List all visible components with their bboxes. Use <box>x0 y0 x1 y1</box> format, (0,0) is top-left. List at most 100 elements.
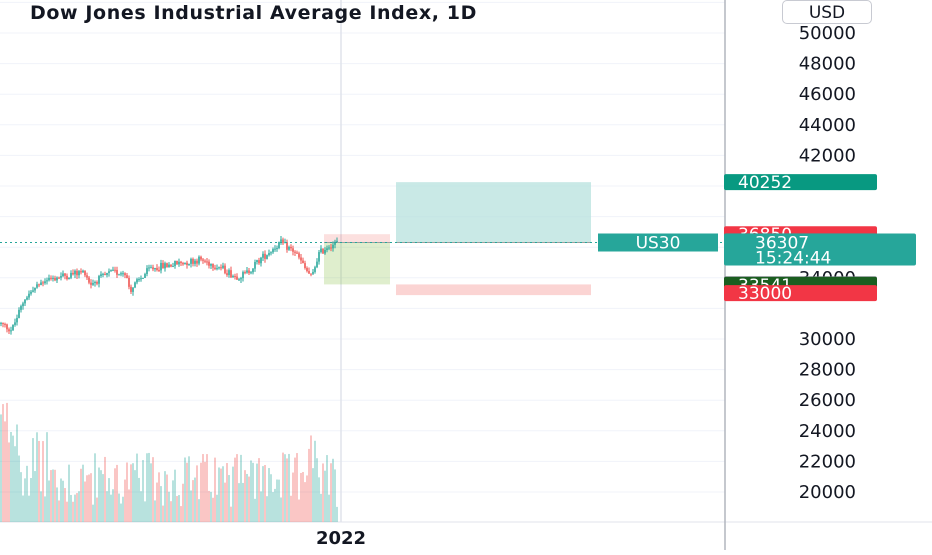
volume-bar <box>152 457 154 522</box>
volume-bar <box>322 463 324 522</box>
candle-body <box>66 275 68 280</box>
candle-body <box>198 256 200 264</box>
time-label-2022: 2022 <box>316 528 366 549</box>
volume-bar <box>132 463 134 522</box>
candle-body <box>212 263 214 268</box>
volume-bar <box>38 440 40 522</box>
candle-body <box>326 248 328 250</box>
volume-bar <box>82 464 84 522</box>
candle-body <box>164 263 166 269</box>
candle-body <box>82 270 84 273</box>
candle-body <box>248 270 250 274</box>
price-tick-label: 20000 <box>799 482 856 503</box>
candle-body <box>208 261 210 266</box>
candle-body <box>16 317 18 323</box>
volume-bar <box>86 475 88 522</box>
volume-bar <box>314 440 316 522</box>
candle-body <box>202 259 204 261</box>
candle-body <box>196 260 198 264</box>
candle-body <box>298 253 300 258</box>
volume-bar <box>68 464 70 522</box>
volume-bar <box>206 454 208 522</box>
volume-bar <box>6 402 8 522</box>
candle-body <box>232 275 234 278</box>
candle-body <box>320 248 322 253</box>
volume-bar <box>208 490 210 522</box>
candle-body <box>106 272 108 275</box>
candle-body <box>36 284 38 288</box>
volume-bar <box>142 460 144 522</box>
volume-bar <box>150 463 152 522</box>
currency-button[interactable]: USD <box>782 0 872 24</box>
candle-body <box>60 276 62 278</box>
volume-bar <box>138 477 140 522</box>
volume-bar <box>32 438 34 522</box>
volume-bar <box>36 432 38 522</box>
volume-bar <box>304 482 306 522</box>
candle-body <box>296 252 298 254</box>
candle-body <box>128 277 130 287</box>
volume-bar <box>330 463 332 522</box>
candle-body <box>256 260 258 262</box>
candle-body <box>144 274 146 278</box>
candle-body <box>272 249 274 253</box>
volume-bar <box>126 462 128 522</box>
candle-body <box>108 271 110 273</box>
volume-bar <box>92 504 94 522</box>
volume-bar <box>278 479 280 522</box>
position-zones[interactable] <box>324 182 591 296</box>
candle-body <box>142 277 144 279</box>
volume-bar <box>116 464 118 522</box>
candle-body <box>74 270 76 275</box>
volume-bar <box>148 452 150 522</box>
volume-bar <box>104 456 106 522</box>
volume-bar <box>10 431 12 522</box>
volume-bar <box>234 457 236 522</box>
volume-bar <box>324 470 326 522</box>
volume-bar <box>112 489 114 522</box>
volume-bar <box>284 454 286 522</box>
candle-body <box>114 269 116 271</box>
candle-body <box>204 260 206 262</box>
volume-bar <box>260 491 262 522</box>
volume-bar <box>252 462 254 522</box>
candle-body <box>18 309 20 318</box>
candle-body <box>88 277 90 283</box>
candle-body <box>266 255 268 259</box>
volume-bar <box>276 479 278 522</box>
volume-bar <box>282 452 284 522</box>
volume-bar <box>124 479 126 522</box>
volume-bar <box>204 461 206 522</box>
volume-bar <box>190 490 192 522</box>
candle-body <box>24 299 26 304</box>
candle-body <box>312 271 314 274</box>
price-tag-label: 40252 <box>738 173 792 193</box>
volume-bar <box>136 453 138 522</box>
volume-bar <box>188 456 190 522</box>
volume-bar <box>300 472 302 522</box>
candle-body <box>242 272 244 279</box>
volume-bar <box>0 414 2 522</box>
candle-body <box>190 258 192 264</box>
volume-bar <box>264 465 266 522</box>
candle-body <box>50 277 52 279</box>
volume-bar <box>90 473 92 522</box>
volume-bar <box>192 480 194 522</box>
candle-body <box>216 268 218 270</box>
volume-bar <box>274 488 276 522</box>
candle-body <box>238 279 240 281</box>
candle-body <box>14 322 16 325</box>
candle-body <box>56 277 58 281</box>
candle-body <box>98 276 100 284</box>
volume-bar <box>182 483 184 522</box>
candle-body <box>10 330 12 332</box>
candle-body <box>324 249 326 254</box>
candle-body <box>322 248 324 254</box>
volume-bar <box>332 458 334 522</box>
volume-bar <box>312 468 314 522</box>
volume-bar <box>110 494 112 522</box>
volume-bar <box>134 470 136 522</box>
volume-bar <box>156 482 158 522</box>
